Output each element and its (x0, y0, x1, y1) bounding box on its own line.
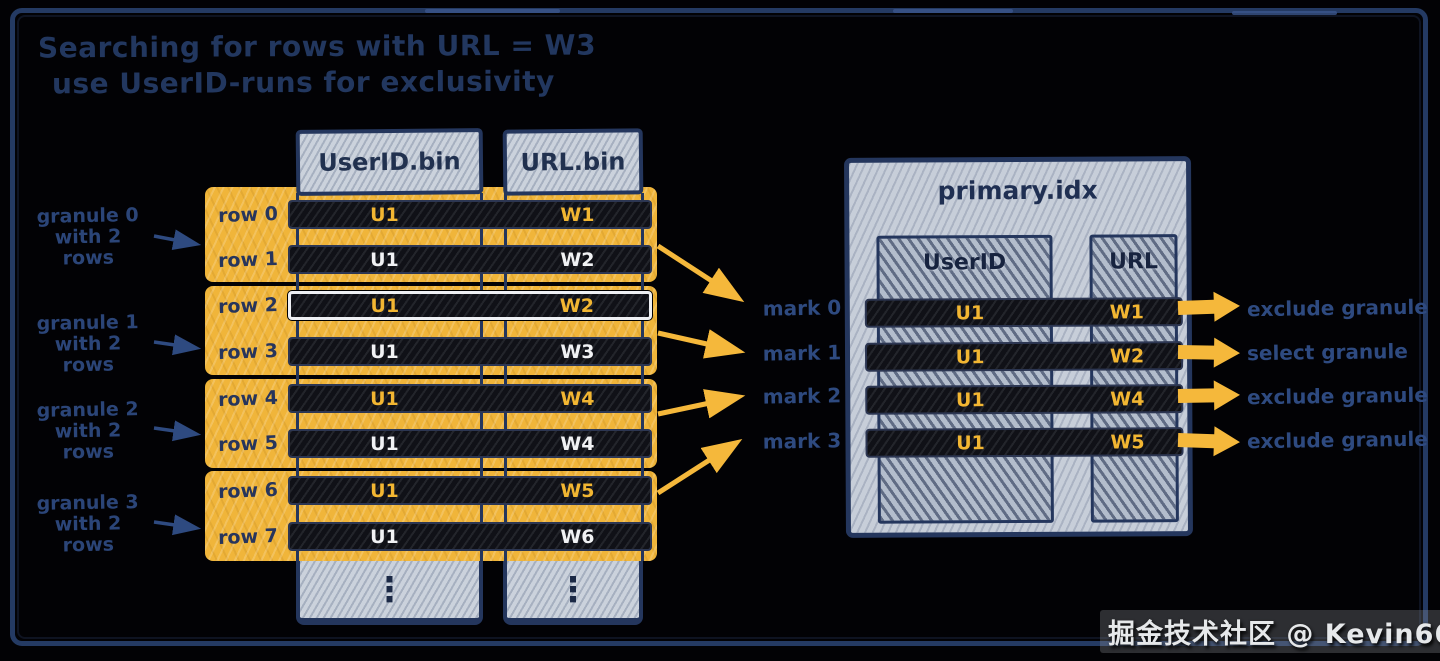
mark-label-0: mark 0 (762, 295, 842, 321)
mark-label-1: mark 1 (762, 340, 842, 366)
userid-value: U1 (370, 387, 399, 410)
row-label: row 6 (217, 478, 279, 504)
table-row: row 3 U1 W3 (205, 337, 657, 366)
column-border (504, 193, 507, 561)
frame-sketch-line (893, 9, 1013, 13)
highlighted-row-bar: U1 W2 (288, 291, 652, 320)
column-border (641, 193, 644, 561)
userid-value: U1 (955, 301, 985, 324)
url-value: W6 (560, 525, 595, 548)
url-bin-header: URL.bin (502, 128, 644, 196)
url-value: W3 (560, 340, 595, 363)
userid-value: U1 (955, 345, 985, 368)
decision-label-2: exclude granule (1246, 382, 1429, 410)
row-label: row 1 (217, 247, 279, 273)
decision-label-3: exclude granule (1246, 426, 1429, 454)
row-bar: U1 W6 (288, 522, 652, 551)
ellipsis: ⋮ (556, 569, 590, 610)
url-value: W2 (559, 294, 594, 317)
url-value: W1 (560, 203, 595, 226)
row-label: row 2 (217, 293, 279, 319)
watermark: 掘金技术社区 @ Kevin666 (1100, 610, 1440, 653)
mark-label-2: mark 2 (762, 383, 842, 409)
frame-sketch-line (1232, 11, 1337, 15)
userid-column-header: UserID (922, 250, 1007, 276)
url-value: W1 (1109, 300, 1145, 324)
userid-value: U1 (370, 479, 399, 502)
row-label: row 4 (217, 386, 279, 412)
index-row: U1 W1 (864, 297, 1183, 328)
userid-value: U1 (370, 294, 400, 317)
decision-label-1: select granule (1246, 338, 1409, 366)
frame-sketch-line (425, 9, 560, 13)
userid-value: U1 (956, 431, 985, 454)
row-bar: U1 W4 (288, 429, 652, 458)
granule-label-line1: granule 2 (36, 398, 139, 422)
row-bar: U1 W4 (288, 384, 652, 413)
url-bin-continuation: ⋮ (503, 561, 643, 625)
row-label: row 7 (217, 524, 279, 550)
column-border (296, 193, 299, 561)
row-bar: U1 W3 (288, 337, 652, 366)
table-row: row 1 U1 W2 (205, 245, 657, 274)
granule-label-line2: with 2 rows (54, 419, 122, 464)
granule-label-line2: with 2 rows (54, 225, 122, 270)
granule-label-0: granule 0 with 2 rows (25, 204, 150, 270)
mark-label-3: mark 3 (762, 428, 842, 454)
userid-bin-header: UserID.bin (295, 128, 484, 196)
row-bar: U1 W2 (288, 245, 652, 274)
url-value: W5 (1110, 430, 1145, 454)
ellipsis: ⋮ (372, 569, 407, 610)
table-row: row 7 U1 W6 (205, 522, 657, 551)
url-value: W2 (1109, 344, 1145, 368)
url-column-header: URL (1109, 249, 1159, 275)
userid-value: U1 (370, 340, 399, 363)
diagram-frame (10, 8, 1428, 646)
column-border (480, 193, 483, 561)
url-value: W2 (560, 248, 595, 271)
diagram-title-line2: use UserID-runs for exclusivity (51, 64, 555, 101)
table-row: row 4 U1 W4 (205, 384, 657, 413)
granule-label-3: granule 3 with 2 rows (25, 491, 150, 557)
granule-label-1: granule 1 with 2 rows (25, 311, 150, 377)
row-label: row 3 (217, 339, 279, 365)
table-row: row 0 U1 W1 (205, 200, 657, 229)
primary-index-userid-column: UserID (876, 234, 1054, 524)
granule-label-line1: granule 1 (36, 311, 139, 335)
decision-label-0: exclude granule (1246, 294, 1429, 322)
url-value: W4 (1110, 387, 1145, 411)
row-bar: U1 W1 (288, 200, 652, 229)
userid-value: U1 (370, 525, 399, 548)
granule-label-line2: with 2 rows (54, 332, 122, 377)
primary-index-table: primary.idx UserID URL U1 W1 U1 W2 U1 W4… (844, 156, 1193, 538)
userid-value: U1 (370, 203, 399, 226)
primary-index-title: primary.idx (937, 175, 1098, 206)
url-value: W5 (560, 479, 595, 502)
table-row: row 5 U1 W4 (205, 429, 657, 458)
row-label: row 0 (217, 202, 279, 228)
userid-bin-continuation: ⋮ (296, 561, 483, 625)
table-row: row 2 U1 W2 (205, 291, 657, 320)
granule-label-line2: with 2 rows (54, 512, 122, 557)
row-label: row 5 (217, 431, 279, 457)
userid-value: U1 (955, 388, 985, 411)
index-row: U1 W5 (865, 427, 1184, 458)
index-row: U1 W4 (865, 384, 1184, 415)
granule-label-line1: granule 0 (36, 204, 139, 228)
url-value: W4 (560, 432, 595, 455)
primary-index-url-column: URL (1089, 234, 1179, 523)
row-bar: U1 W5 (288, 476, 652, 505)
diagram-title-line1: Searching for rows with URL = W3 (37, 28, 597, 65)
userid-value: U1 (370, 432, 399, 455)
userid-value: U1 (370, 248, 399, 271)
index-row: U1 W2 (864, 341, 1184, 372)
table-row: row 6 U1 W5 (205, 476, 657, 505)
granule-label-line1: granule 3 (36, 491, 139, 515)
granule-label-2: granule 2 with 2 rows (25, 398, 150, 464)
url-value: W4 (560, 387, 595, 410)
